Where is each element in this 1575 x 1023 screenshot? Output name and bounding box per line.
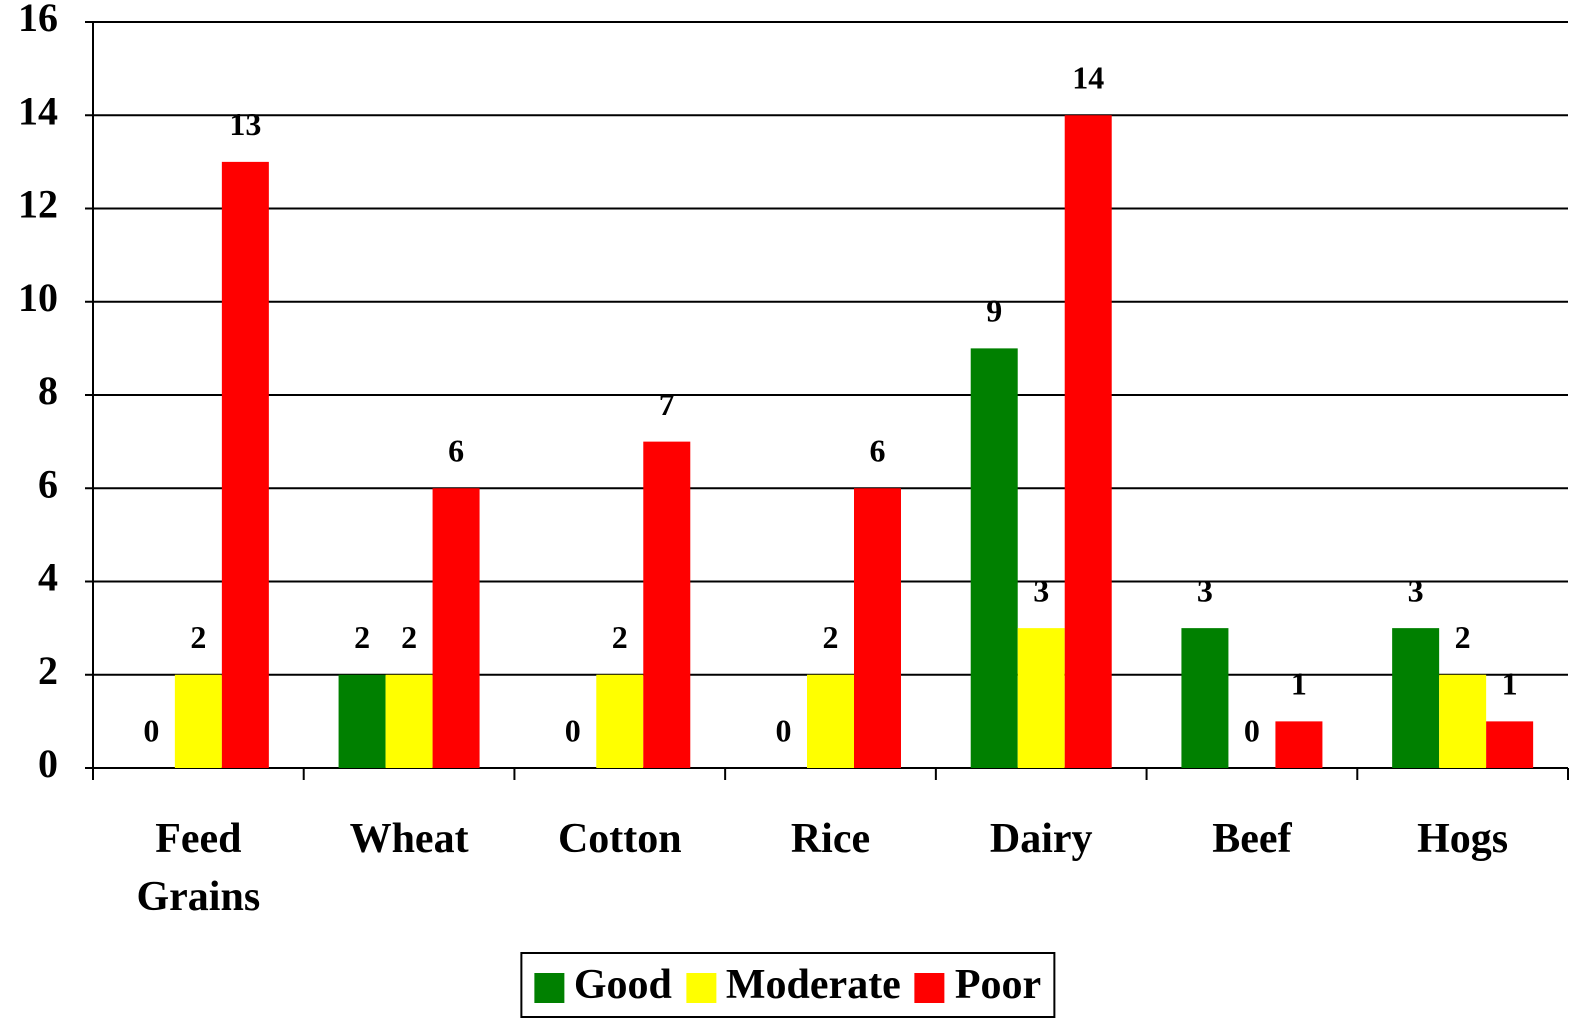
bar bbox=[385, 674, 433, 768]
legend-item: Moderate bbox=[685, 961, 901, 1009]
legend: Good Moderate Poor bbox=[519, 952, 1056, 1018]
value-label: 2 bbox=[1455, 619, 1471, 655]
bar bbox=[338, 674, 386, 768]
x-tick-label: Feed Grains bbox=[136, 816, 261, 920]
bar bbox=[174, 674, 222, 768]
bar bbox=[807, 674, 854, 768]
y-tick-label: 10 bbox=[18, 275, 58, 320]
bar bbox=[1064, 115, 1112, 768]
legend-swatch bbox=[685, 973, 716, 1004]
x-tick-label: Beef bbox=[1212, 816, 1292, 862]
x-tick-label: Wheat bbox=[349, 816, 469, 862]
value-label: 0 bbox=[1244, 712, 1260, 748]
legend-label: Good bbox=[573, 962, 672, 1008]
value-label: 3 bbox=[1197, 572, 1213, 608]
bar bbox=[854, 488, 901, 768]
x-tick-label: Cotton bbox=[557, 816, 682, 862]
legend-swatch bbox=[914, 973, 945, 1004]
value-label: 9 bbox=[986, 293, 1002, 329]
y-tick-label: 16 bbox=[18, 0, 58, 40]
x-tick-label: Hogs bbox=[1417, 816, 1509, 862]
bar bbox=[1439, 674, 1487, 768]
bar bbox=[1017, 628, 1065, 768]
bar bbox=[643, 441, 691, 768]
value-label: 2 bbox=[190, 619, 206, 655]
value-label: 0 bbox=[143, 712, 159, 748]
bar bbox=[432, 488, 480, 768]
legend-swatch bbox=[533, 973, 564, 1004]
y-tick-label: 6 bbox=[38, 461, 58, 506]
value-label: 0 bbox=[565, 712, 581, 748]
value-label: 6 bbox=[870, 433, 886, 469]
value-label: 1 bbox=[1502, 666, 1518, 702]
value-label: 0 bbox=[776, 712, 792, 748]
value-label: 13 bbox=[229, 106, 261, 142]
y-tick-label: 8 bbox=[38, 368, 58, 413]
value-label: 3 bbox=[1408, 572, 1424, 608]
value-label: 2 bbox=[354, 619, 370, 655]
legend-item: Good bbox=[533, 961, 672, 1009]
bar bbox=[596, 674, 644, 768]
value-label: 2 bbox=[401, 619, 417, 655]
y-tick-label: 4 bbox=[38, 555, 58, 600]
bar bbox=[970, 348, 1018, 768]
legend-label: Poor bbox=[954, 962, 1042, 1008]
bar bbox=[1392, 628, 1440, 768]
y-tick-label: 2 bbox=[38, 648, 58, 693]
bar bbox=[1275, 721, 1323, 768]
y-tick-label: 14 bbox=[18, 88, 58, 133]
x-tick-label: Dairy bbox=[989, 816, 1093, 862]
value-label: 2 bbox=[823, 619, 839, 655]
bar bbox=[1486, 721, 1534, 768]
y-tick-label: 0 bbox=[38, 741, 58, 786]
value-label: 7 bbox=[659, 386, 675, 422]
x-tick-label: Rice bbox=[790, 816, 871, 862]
value-label: 3 bbox=[1033, 572, 1049, 608]
bar bbox=[1181, 628, 1229, 768]
value-label: 14 bbox=[1072, 60, 1104, 96]
legend-item: Poor bbox=[914, 961, 1042, 1009]
legend-label: Moderate bbox=[725, 962, 901, 1008]
y-tick-label: 12 bbox=[18, 182, 58, 227]
value-label: 6 bbox=[448, 433, 464, 469]
value-label: 1 bbox=[1291, 666, 1307, 702]
bar bbox=[221, 161, 269, 768]
value-label: 2 bbox=[612, 619, 628, 655]
